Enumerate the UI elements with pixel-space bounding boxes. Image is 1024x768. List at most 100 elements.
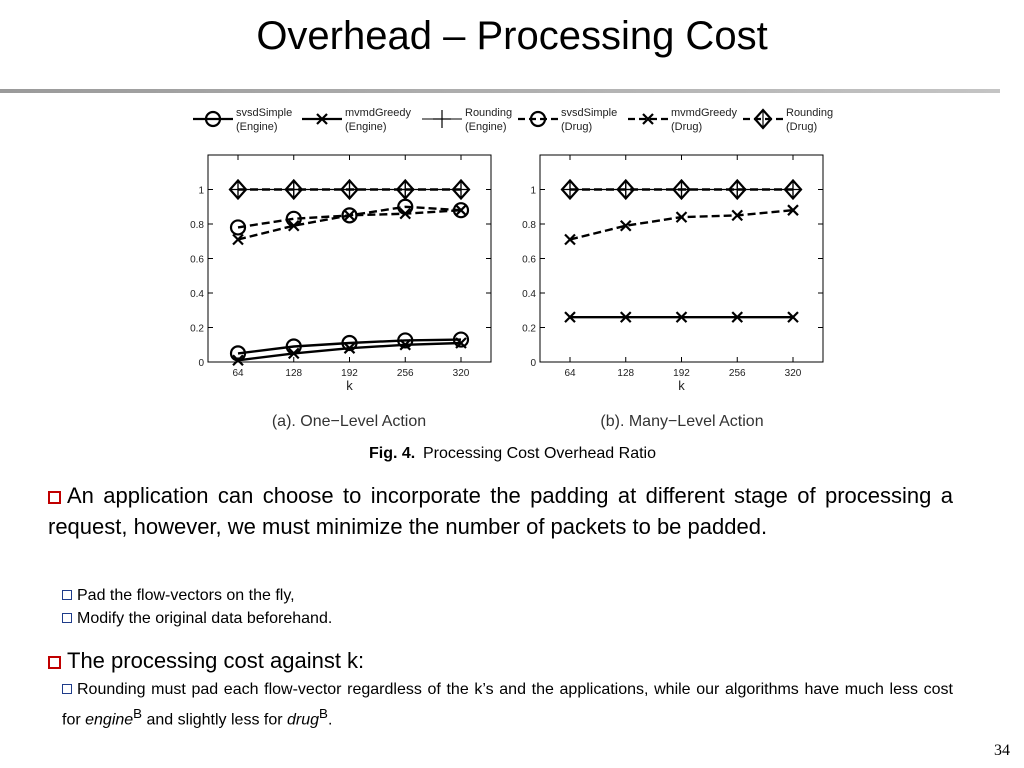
data-point-1-3-4 <box>783 178 803 201</box>
y-tick-label-0-4: 0.8 <box>190 220 204 231</box>
slide-title: Overhead – Processing Cost <box>256 14 768 58</box>
y-tick-label-0-3: 0.6 <box>190 255 204 266</box>
legend-marker-1 <box>316 113 328 125</box>
data-point-1-3-3 <box>727 178 747 201</box>
legend-sub-0: (Engine) <box>236 121 278 133</box>
data-point-1-0-1 <box>619 311 632 323</box>
x-tick-label-1-0: 64 <box>564 368 576 379</box>
data-point-0-4-2 <box>343 209 356 222</box>
sub-bullet-box-icon <box>62 590 72 600</box>
data-point-0-1-2-stroke-b <box>343 342 356 354</box>
legend-marker-4 <box>642 113 654 125</box>
x-tick-label-1-1: 128 <box>617 368 634 379</box>
title-divider <box>0 89 1000 93</box>
data-point-1-2-4 <box>787 204 799 216</box>
drug-sup: B <box>319 706 328 721</box>
page-number: 34 <box>994 742 1010 759</box>
data-point-0-1-1-stroke-b <box>287 347 300 360</box>
data-point-0-0-3 <box>397 332 414 349</box>
bullet-2-text: The processing cost against k: <box>67 648 365 673</box>
legend-sub-4: (Drug) <box>671 121 702 133</box>
sub-bullet-3-prefix: Rounding must pad each flow-vector regar… <box>62 681 953 729</box>
bullet-box-icon <box>48 656 61 669</box>
data-point-1-2-0-stroke-b <box>564 233 576 246</box>
data-point-1-0-3 <box>731 311 744 323</box>
data-point-1-3-0 <box>560 178 580 201</box>
legend-item-5: Rounding (Drug) <box>743 107 833 133</box>
sub-bullet-2-text: Modify the original data beforehand. <box>77 610 333 627</box>
legend-label-0: svsdSimple <box>236 107 292 119</box>
x-tick-label-1-3: 256 <box>729 368 746 379</box>
x-tick-label-0-4: 320 <box>453 368 470 379</box>
legend-marker-3-shape <box>529 110 547 128</box>
chart-panel-a: 0 0.2 0.4 0.6 0.8 1 64 128 192 256 320 k <box>190 154 492 393</box>
data-point-0-4-0-stroke-b <box>232 233 244 246</box>
data-point-0-1-3 <box>399 338 412 351</box>
y-tick-label-0-0: 0 <box>198 358 204 369</box>
x-axis-label-0: k <box>346 378 353 393</box>
data-point-1-2-2-stroke-b <box>675 211 688 223</box>
sub-bullet-box-icon <box>62 613 72 623</box>
data-point-1-2-3 <box>731 209 744 222</box>
data-point-0-4-1-stroke-b <box>287 219 300 232</box>
data-point-0-4-4-stroke-b <box>455 204 467 216</box>
data-point-0-1-0-stroke-b <box>232 354 244 367</box>
data-point-0-1-4 <box>455 337 467 349</box>
data-point-0-5-3 <box>395 178 415 201</box>
data-point-1-2-3-stroke-b <box>731 209 744 222</box>
sub-bullet-3-middle: and slightly less for <box>142 711 288 729</box>
data-point-1-0-3-stroke-b <box>731 311 744 323</box>
sub-bullet-3-end: . <box>327 711 333 729</box>
legend-marker-4-stroke-b <box>642 113 654 125</box>
legend-marker-0 <box>204 110 222 128</box>
legend-sub-1: (Engine) <box>345 121 387 133</box>
y-tick-label-0-5: 1 <box>198 186 204 197</box>
legend-item-2: Rounding (Engine) <box>422 107 512 133</box>
legend-sub-5: (Drug) <box>786 121 817 133</box>
data-point-1-0-0 <box>564 311 576 323</box>
data-point-1-0-4 <box>787 311 799 323</box>
legend-marker-1-stroke-b <box>316 113 328 125</box>
bullet-1: An application can choose to incorporate… <box>48 480 953 542</box>
x-axis-label-1: k <box>678 378 685 393</box>
data-point-0-5-0 <box>228 178 248 201</box>
legend-marker-2 <box>433 110 451 128</box>
x-tick-label-0-0: 64 <box>232 368 244 379</box>
y-tick-label-1-0: 0 <box>530 358 536 369</box>
data-point-0-1-4-stroke-b <box>455 337 467 349</box>
data-point-0-0-3-shape <box>397 332 414 349</box>
legend-label-4: mvmdGreedy <box>671 107 738 119</box>
figure: svsdSimple (Engine) mvmdGreedy (Engine) Roun… <box>185 100 845 470</box>
legend-marker-3 <box>529 110 547 128</box>
data-point-0-4-3 <box>399 207 412 220</box>
data-point-1-0-2-stroke-b <box>675 311 688 323</box>
data-point-0-0-4 <box>452 331 470 348</box>
y-tick-label-0-2: 0.4 <box>190 289 204 300</box>
legend-item-0: svsdSimple (Engine) <box>193 107 292 133</box>
engine-term: engine <box>85 711 134 729</box>
bullet-2: The processing cost against k: <box>48 648 364 674</box>
legend-item-4: mvmdGreedy (Drug) <box>628 107 738 133</box>
data-point-0-4-2-stroke-b <box>343 209 356 222</box>
data-point-0-0-2-shape <box>341 334 358 352</box>
data-point-0-5-4 <box>451 178 471 201</box>
data-point-1-0-0-stroke-b <box>564 311 576 323</box>
bullet-box-icon <box>48 491 61 504</box>
data-point-0-0-2 <box>341 334 358 352</box>
x-tick-label-1-2: 192 <box>673 368 690 379</box>
data-point-0-3-0 <box>229 219 247 236</box>
y-tick-label-1-3: 0.6 <box>522 255 536 266</box>
data-point-0-1-2 <box>343 342 356 354</box>
legend-item-3: svsdSimple (Drug) <box>518 107 617 133</box>
sub-bullet-2: Modify the original data beforehand. <box>62 610 332 628</box>
panel-title-a: (a). One−Level Action <box>272 413 426 430</box>
bullet-1-text: An application can choose to incorporate… <box>48 483 953 539</box>
data-point-0-4-3-stroke-b <box>399 207 412 220</box>
data-point-0-1-0 <box>232 354 244 367</box>
x-tick-label-0-3: 256 <box>397 368 414 379</box>
y-tick-label-1-2: 0.4 <box>522 289 536 300</box>
legend-label-1: mvmdGreedy <box>345 107 412 119</box>
legend-marker-0-shape <box>204 110 222 128</box>
data-point-1-0-1-stroke-b <box>619 311 632 323</box>
legend-sub-3: (Drug) <box>561 121 592 133</box>
